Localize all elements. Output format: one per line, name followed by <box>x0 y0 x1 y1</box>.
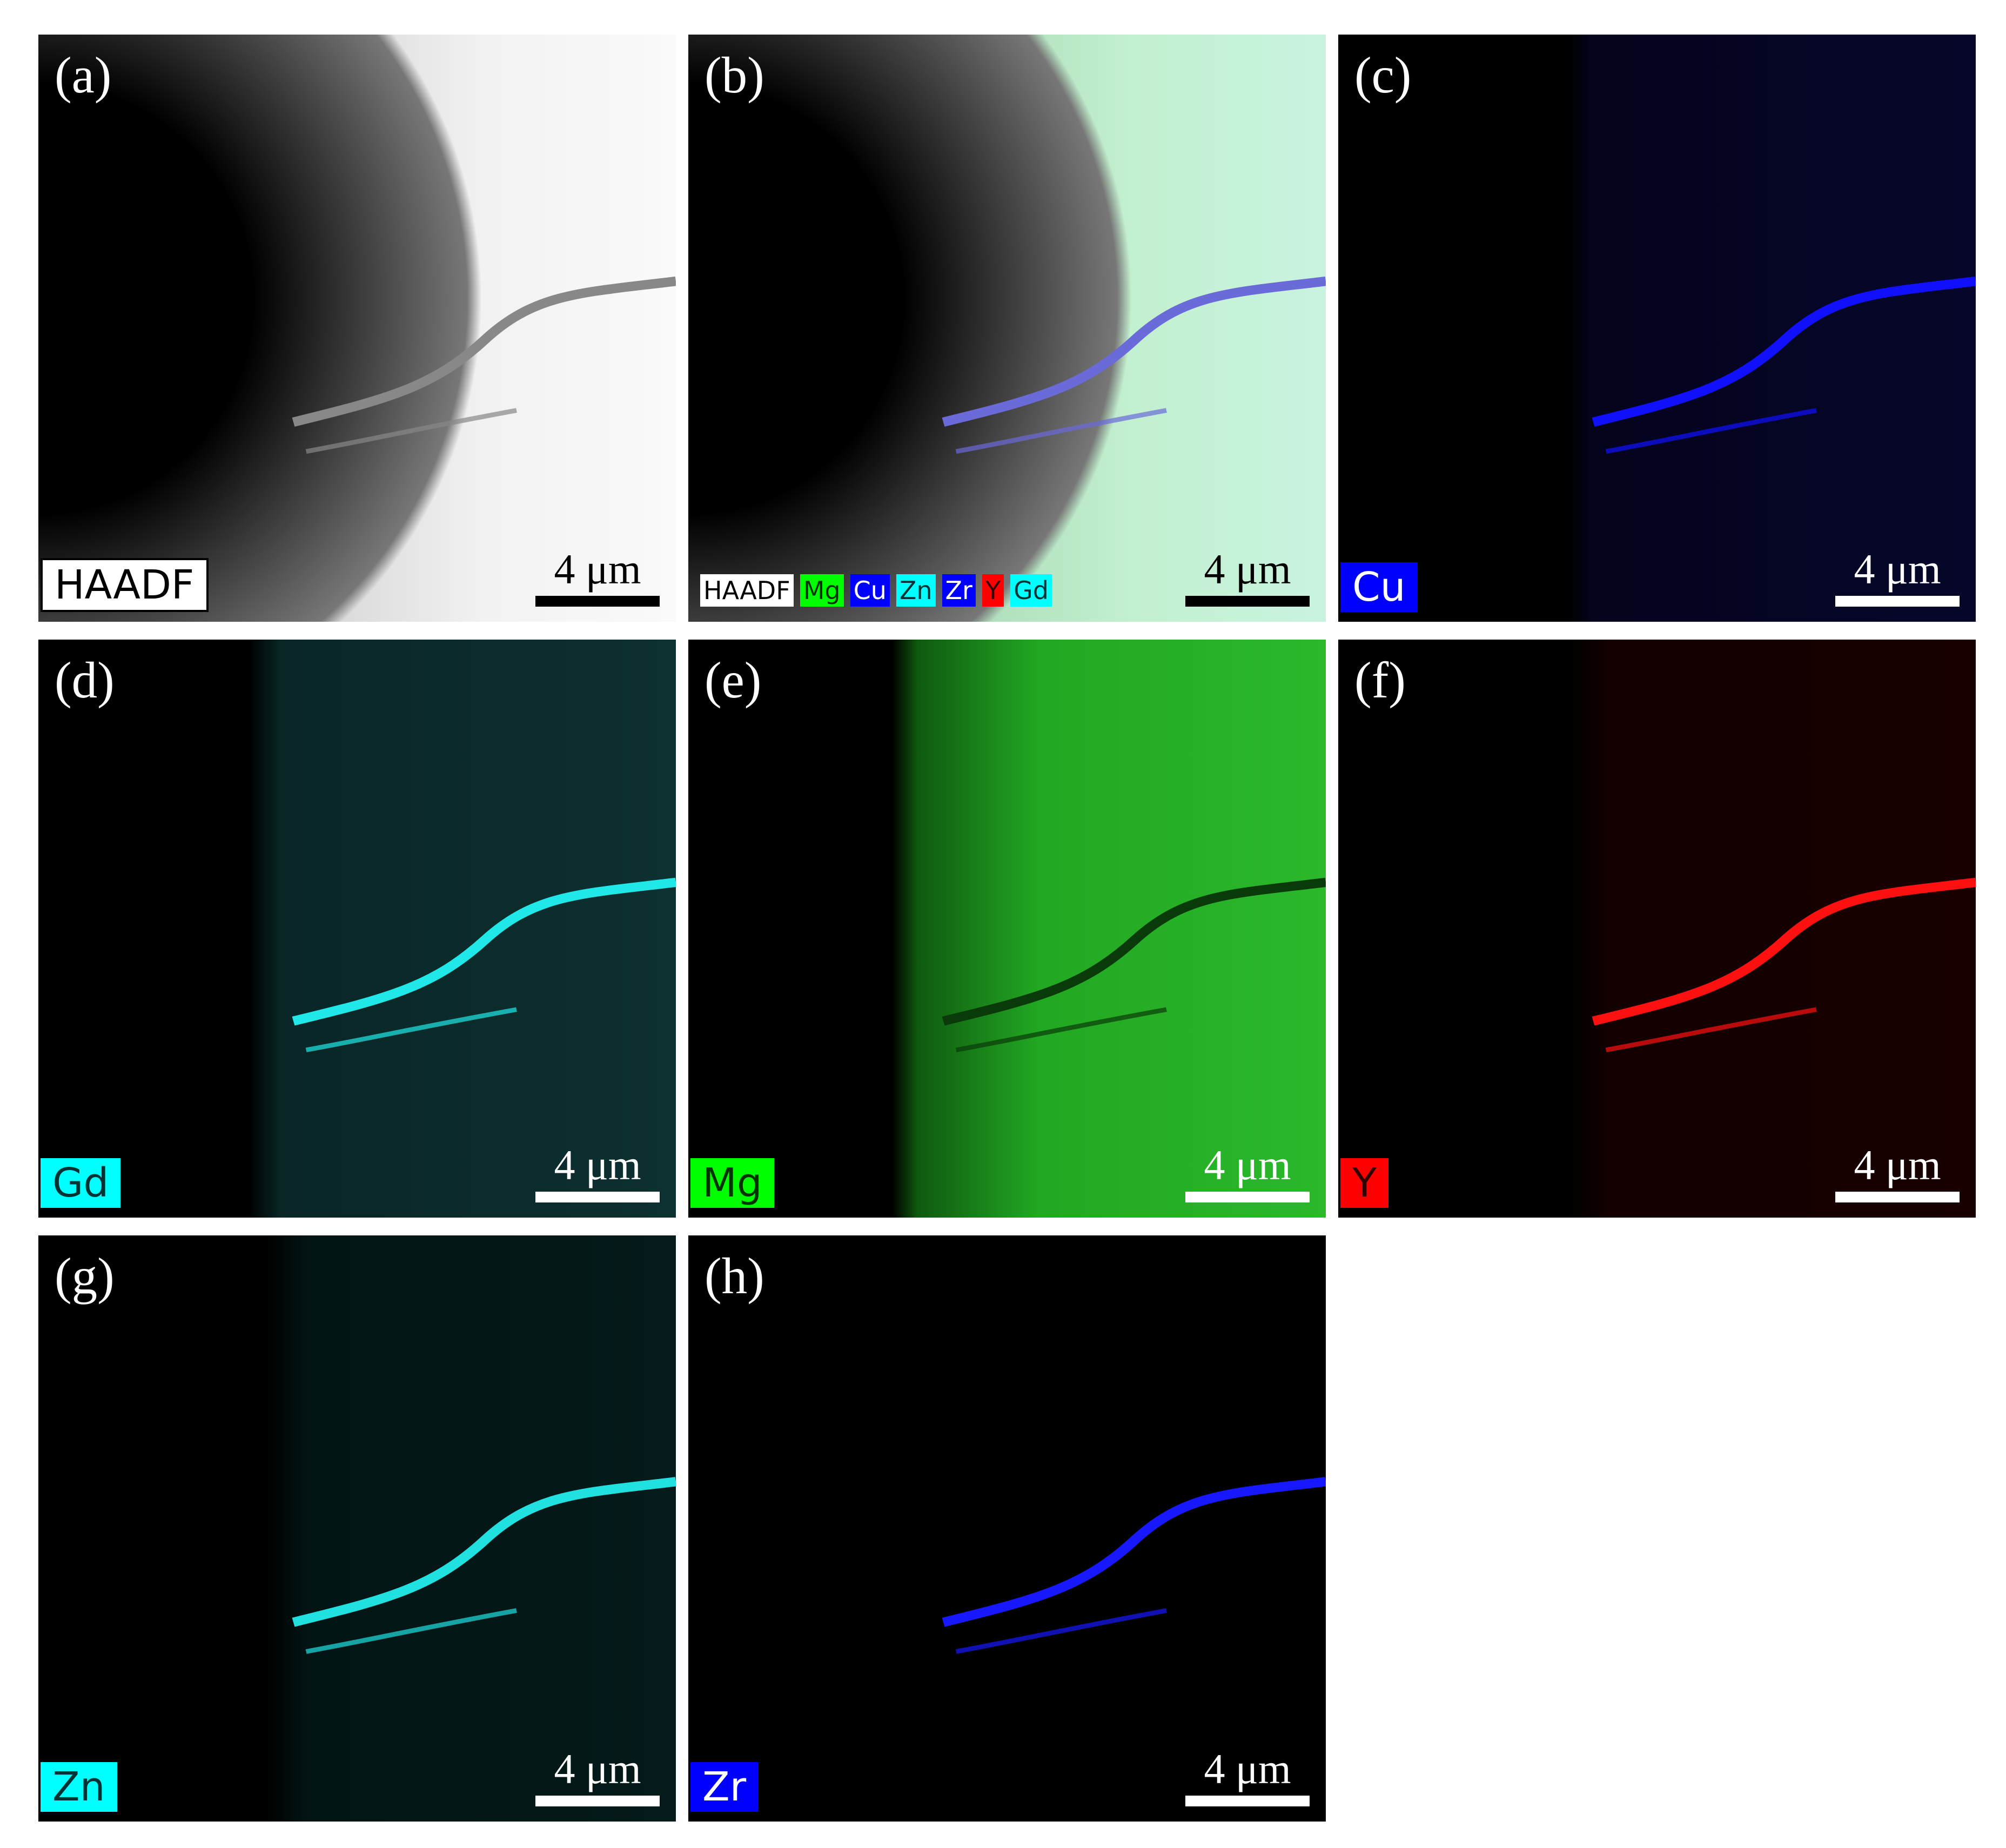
scale-bar: 4 μm <box>1185 545 1310 607</box>
legend-entry: Zn <box>896 574 936 607</box>
micrograph-panel: (a) HAADF 4 μm <box>38 35 676 622</box>
precipitate-streak <box>942 276 1326 454</box>
scale-line <box>1835 596 1960 607</box>
scale-line <box>1835 1192 1960 1202</box>
element-tag: Gd <box>41 1158 121 1208</box>
legend-entry: Cu <box>850 574 890 607</box>
panel-letter: (g) <box>55 1247 115 1305</box>
element-tag: Cu <box>1340 562 1418 612</box>
scale-label: 4 μm <box>1204 1745 1291 1792</box>
panel-letter: (f) <box>1354 651 1406 709</box>
legend-entry: HAADF <box>700 574 794 607</box>
precipitate-streak <box>1592 877 1976 1052</box>
precipitate-streak <box>292 276 676 454</box>
scale-line <box>535 596 660 607</box>
legend: HAADF Mg Cu Zn Zr Y Gd <box>700 574 1052 607</box>
micrograph-panel: (b) HAADF Mg Cu Zn Zr Y Gd 4 μm <box>688 35 1326 622</box>
panel-letter: (d) <box>55 651 115 709</box>
scale-line <box>1185 1192 1310 1202</box>
scale-line <box>1185 596 1310 607</box>
scale-bar: 4 μm <box>1835 1141 1960 1202</box>
scale-bar: 4 μm <box>1185 1141 1310 1202</box>
legend-entry: Gd <box>1010 574 1052 607</box>
precipitate-streak <box>942 877 1326 1052</box>
panel-letter: (c) <box>1354 46 1412 104</box>
element-tag: Zn <box>41 1762 117 1812</box>
precipitate-streak <box>292 1477 676 1654</box>
micrograph-panel: (e) Mg 4 μm <box>688 640 1326 1218</box>
micrograph-panel: (f) Y 4 μm <box>1338 640 1976 1218</box>
legend-entry: Mg <box>800 574 844 607</box>
scale-label: 4 μm <box>1854 546 1941 593</box>
micrograph-panel: (h) Zr 4 μm <box>688 1235 1326 1822</box>
precipitate-streak <box>1592 276 1976 454</box>
scale-label: 4 μm <box>554 546 641 593</box>
scale-line <box>1185 1796 1310 1806</box>
scale-label: 4 μm <box>1204 1141 1291 1188</box>
panel-letter: (b) <box>705 46 764 104</box>
micrograph-panel: (d) Gd 4 μm <box>38 640 676 1218</box>
scale-bar: 4 μm <box>535 545 660 607</box>
scale-bar: 4 μm <box>1185 1745 1310 1806</box>
micrograph-panel: (c) Cu 4 μm <box>1338 35 1976 622</box>
element-tag: HAADF <box>41 558 209 612</box>
scale-line <box>535 1796 660 1806</box>
panel-letter: (h) <box>705 1247 764 1305</box>
precipitate-streak <box>292 877 676 1052</box>
scale-label: 4 μm <box>554 1745 641 1792</box>
panel-letter: (e) <box>705 651 762 709</box>
scale-label: 4 μm <box>554 1141 641 1188</box>
scale-line <box>535 1192 660 1202</box>
scale-bar: 4 μm <box>535 1745 660 1806</box>
element-tag: Zr <box>690 1762 759 1812</box>
precipitate-streak <box>942 1477 1326 1654</box>
micrograph-panel: (g) Zn 4 μm <box>38 1235 676 1822</box>
scale-bar: 4 μm <box>535 1141 660 1202</box>
legend-entry: Zr <box>942 574 976 607</box>
element-tag: Y <box>1340 1158 1389 1208</box>
panel-letter: (a) <box>55 46 112 104</box>
scale-label: 4 μm <box>1204 546 1291 593</box>
legend-entry: Y <box>982 574 1004 607</box>
scale-label: 4 μm <box>1854 1141 1941 1188</box>
scale-bar: 4 μm <box>1835 545 1960 607</box>
element-tag: Mg <box>690 1158 774 1208</box>
